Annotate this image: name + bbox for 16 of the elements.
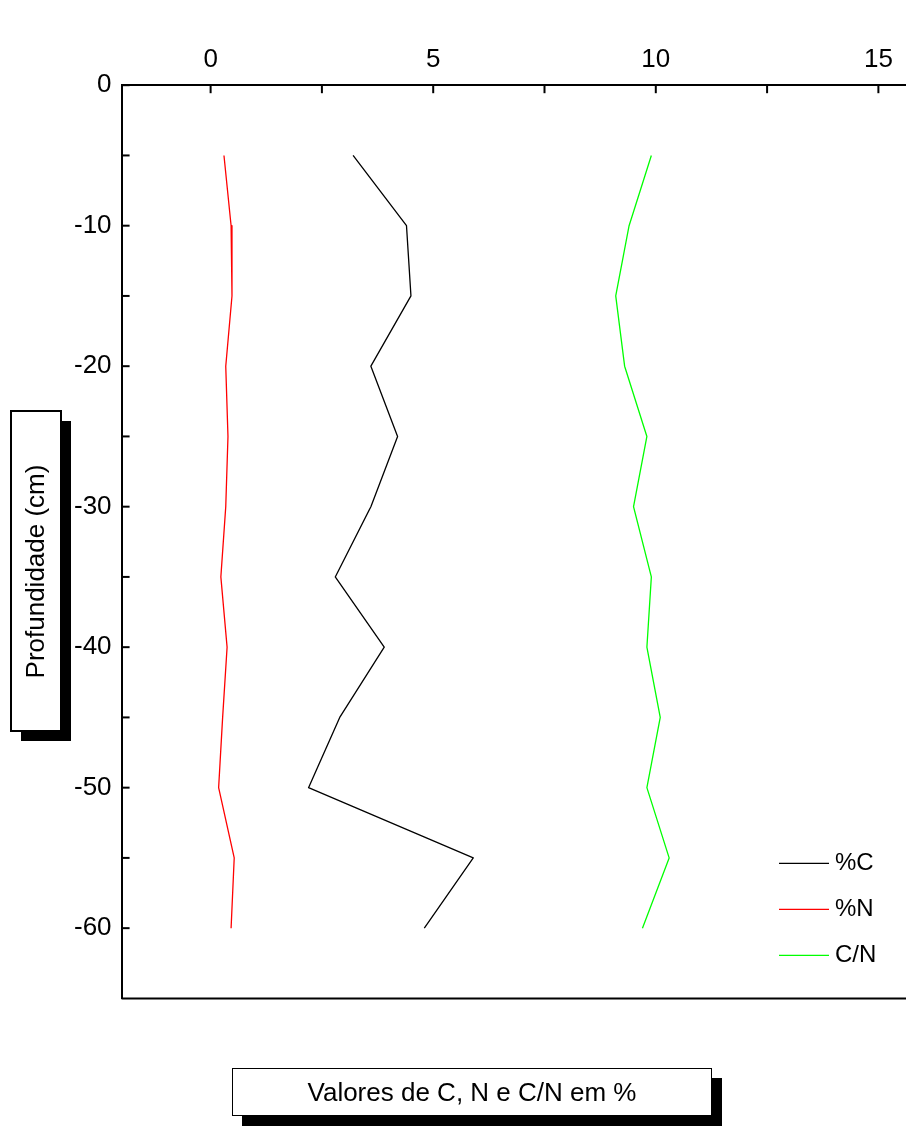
y-tick-label: -10 — [74, 208, 112, 239]
y-tick-label: -40 — [74, 630, 112, 661]
legend-label: %N — [835, 894, 874, 922]
y-tick-label: -60 — [74, 911, 112, 942]
x-tick-label: 0 — [203, 42, 218, 73]
y-tick-label: -50 — [74, 770, 112, 801]
y-tick-label: -20 — [74, 349, 112, 380]
y-tick-label: 0 — [97, 68, 112, 99]
x-axis-title: Valores de C, N e C/N em % — [232, 1068, 712, 1116]
x-tick-label: 5 — [425, 42, 441, 73]
x-tick-label: 15 — [863, 42, 893, 73]
y-tick-label: -30 — [74, 489, 112, 520]
x-tick-label: 10 — [641, 42, 671, 73]
legend-label: C/N — [835, 940, 877, 968]
y-axis-title: Profundidade (cm) — [20, 464, 52, 678]
legend-label: %C — [835, 848, 874, 876]
